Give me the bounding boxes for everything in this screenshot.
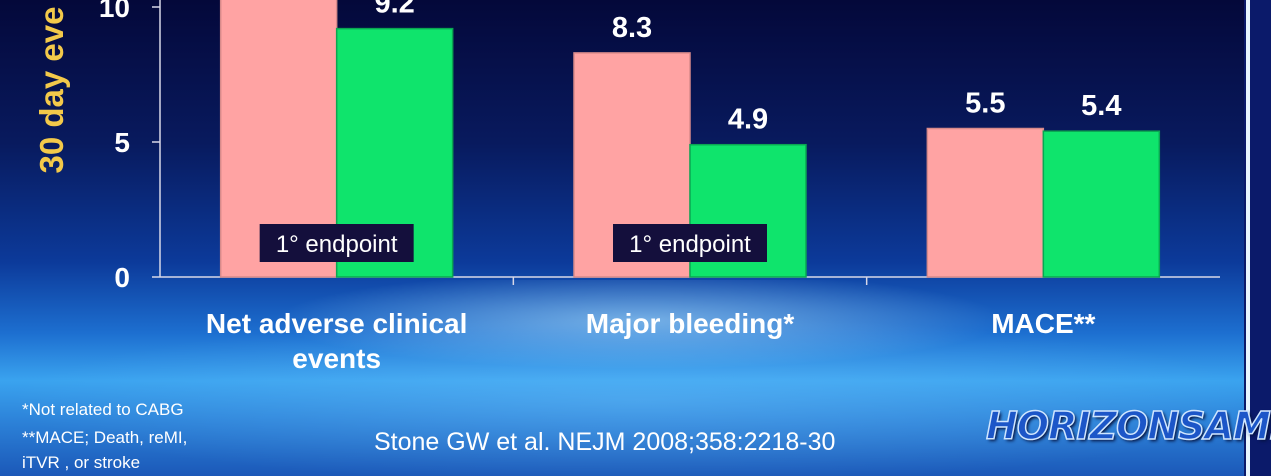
- y-axis-label: 30 day eve: [33, 6, 70, 174]
- footnote-2: **MACE; Death, reMI,: [22, 428, 188, 447]
- endpoint-badge-label: 1° endpoint: [276, 231, 398, 258]
- background-ocean: [0, 280, 1271, 476]
- y-tick-label: 0: [114, 262, 130, 293]
- category-label: Net adverse clinical: [206, 308, 467, 339]
- y-tick-label: 10: [99, 0, 130, 23]
- category-label: MACE**: [991, 308, 1095, 339]
- bar-value-label: 9.2: [375, 0, 415, 20]
- footnote-1: *Not related to CABG: [22, 400, 184, 419]
- endpoint-badge-label: 1° endpoint: [629, 231, 751, 258]
- citation: Stone GW et al. NEJM 2008;358:2218-30: [374, 428, 836, 456]
- bar-value-label: 5.4: [1081, 90, 1121, 122]
- bar: [926, 127, 1045, 278]
- bar-value-label: 4.9: [728, 104, 768, 136]
- category-label: Major bleeding*: [586, 308, 795, 339]
- bar: [1042, 130, 1161, 278]
- endpoint-badge: [613, 224, 767, 262]
- footnote-3: iTVR , or stroke: [22, 453, 141, 472]
- category-label: events: [292, 343, 381, 374]
- y-tick-label: 5: [114, 127, 130, 158]
- bar-value-label: 8.3: [612, 12, 652, 44]
- bar-chart: 0 5 10 9.2 Net adverse clinical events 1° endp…: [99, 0, 1220, 374]
- bar-value-label: 5.5: [965, 88, 1005, 120]
- endpoint-badge: [259, 224, 414, 262]
- right-edge-highlight: [1246, 0, 1250, 476]
- horizons-ami-logo: HORIZONSAMI: [985, 403, 1271, 449]
